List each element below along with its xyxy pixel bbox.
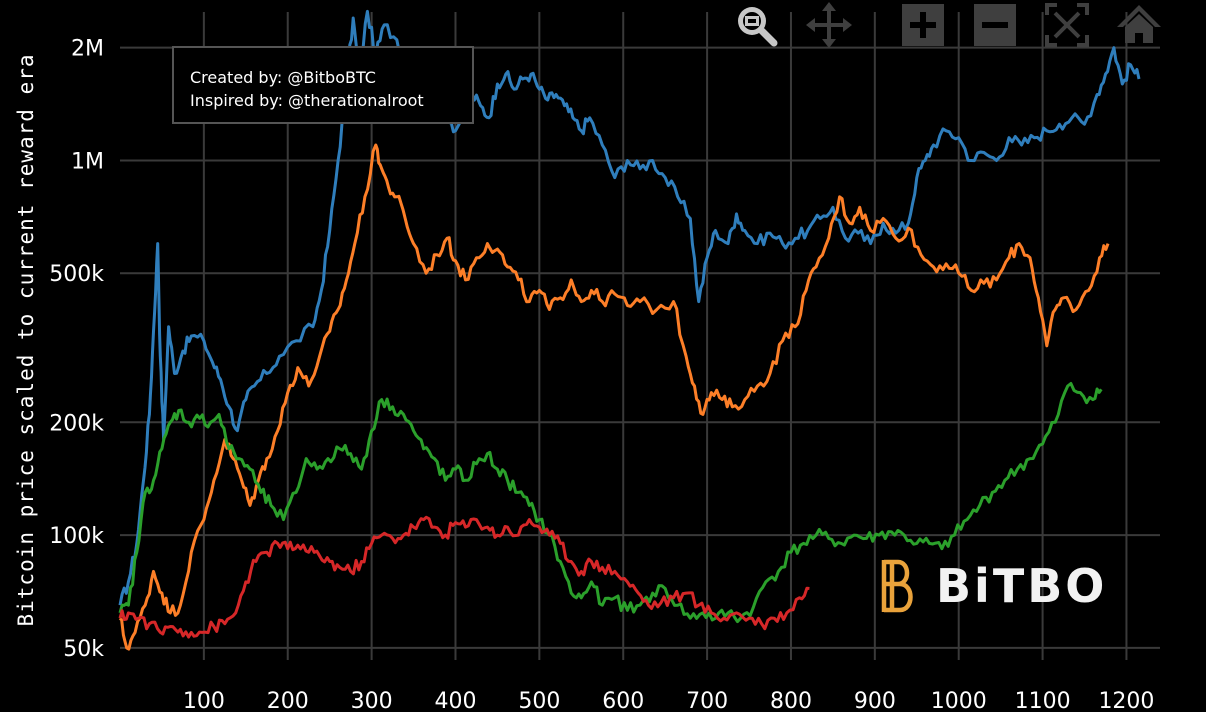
y-tick-label: 500k — [49, 262, 104, 287]
grid-lines — [120, 12, 1160, 660]
x-tick-label: 1100 — [1015, 689, 1071, 712]
series-lines — [118, 9, 1141, 651]
home-icon[interactable] — [1114, 2, 1164, 48]
pan-icon[interactable] — [804, 2, 854, 48]
bitbo-logo-text: BiTBO — [936, 559, 1108, 613]
y-tick-label: 50k — [63, 637, 104, 662]
x-tick-label: 400 — [434, 689, 476, 712]
x-tick-label: 500 — [518, 689, 560, 712]
autoscale-icon[interactable] — [1042, 2, 1092, 48]
y-tick-label: 2M — [71, 37, 104, 62]
y-tick-label: 100k — [49, 524, 104, 549]
x-tick-label: 700 — [686, 689, 728, 712]
y-axis-label: Bitcoin price scaled to current reward e… — [14, 53, 38, 626]
bitbo-logo-mark-icon — [881, 559, 913, 613]
zoom-in-icon[interactable] — [898, 2, 948, 48]
y-tick-label: 1M — [71, 149, 104, 174]
zoom-out-icon[interactable] — [970, 2, 1020, 48]
x-tick-label: 800 — [770, 689, 812, 712]
y-tick-label: 200k — [49, 411, 104, 436]
x-axis-tick-labels: 100 200 300 400 500 600 700 800 900 1000 1100 1200 — [183, 689, 1155, 712]
credits-inspired-by: Inspired by: @therationalroot — [190, 91, 424, 110]
x-tick-label: 100 — [183, 689, 225, 712]
series-line-2[interactable] — [118, 143, 1110, 651]
x-tick-label: 600 — [602, 689, 644, 712]
x-tick-label: 1000 — [931, 689, 987, 712]
x-tick-label: 1200 — [1098, 689, 1154, 712]
zoom-icon[interactable] — [730, 2, 780, 48]
bitbo-logo: BiTBO — [876, 556, 1107, 616]
series-line-4[interactable] — [118, 515, 810, 639]
credits-annotation: Created by: @BitboBTC Inspired by: @ther… — [172, 46, 474, 124]
credits-created-by: Created by: @BitboBTC — [190, 68, 376, 87]
x-tick-label: 200 — [267, 689, 309, 712]
series-line-3[interactable] — [118, 382, 1103, 624]
x-tick-label: 300 — [351, 689, 393, 712]
series-line-1[interactable] — [118, 9, 1141, 606]
x-tick-label: 900 — [854, 689, 896, 712]
chart-toolbar — [728, 0, 1168, 50]
y-axis-tick-labels: 50k 100k 200k 500k 1M 2M — [49, 37, 104, 662]
